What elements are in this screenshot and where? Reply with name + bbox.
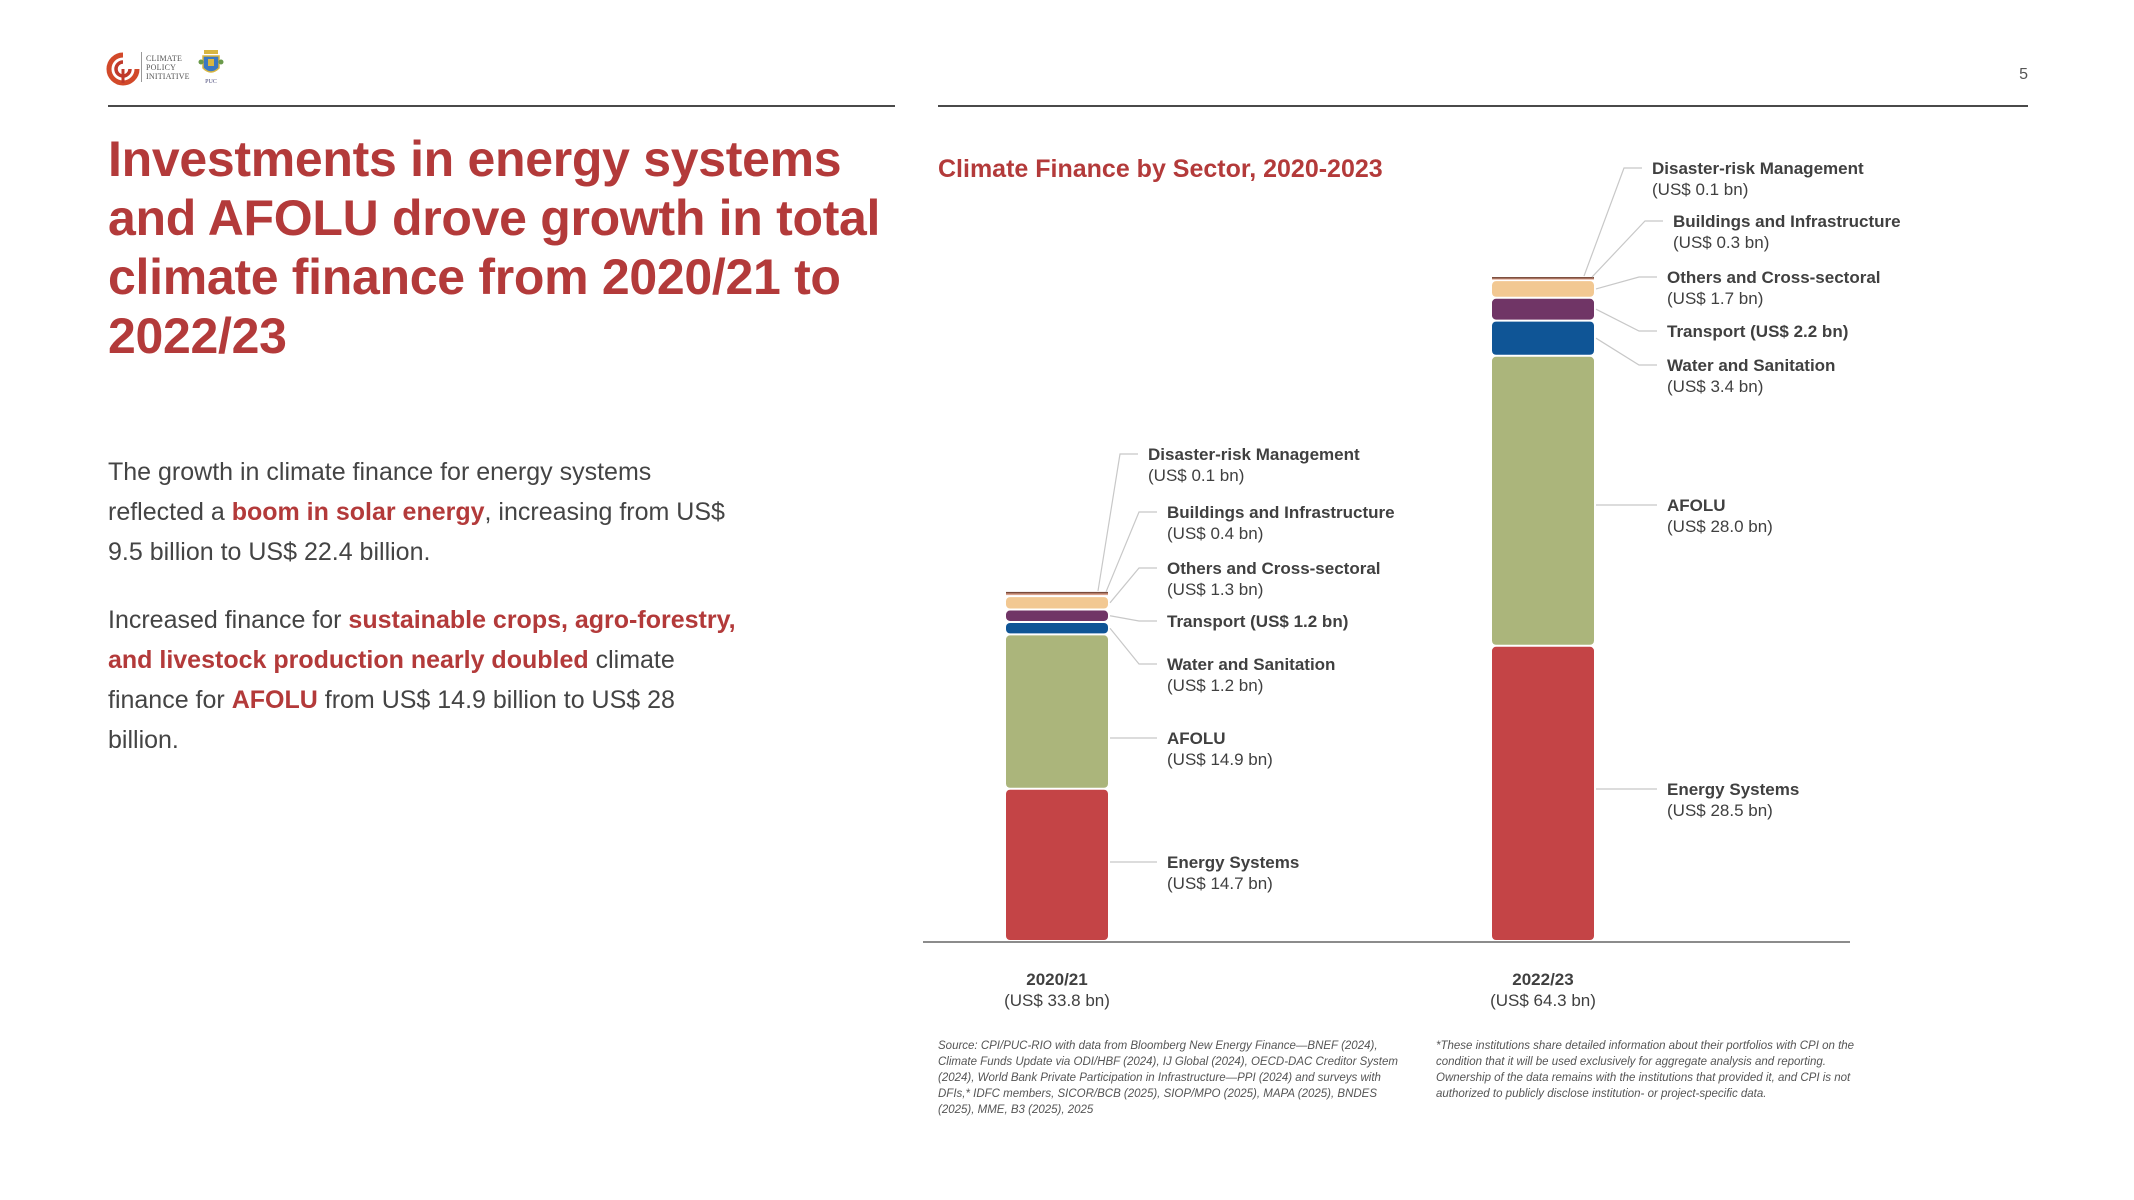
segment-value-label: (US$ 28.5 bn): [1667, 801, 1773, 820]
bar-segment-transport: [1006, 610, 1108, 621]
segment-label: Others and Cross-sectoral: [1167, 559, 1381, 578]
bar-segment-disaster-risk-management: [1492, 277, 1594, 279]
bar-segment-water-and-sanitation: [1492, 321, 1594, 355]
body-paragraph: Increased finance for sustainable crops,…: [108, 600, 748, 760]
segment-label: Transport (US$ 2.2 bn): [1667, 322, 1848, 341]
highlighted-text: AFOLU: [231, 686, 318, 714]
highlighted-text: sustainable crops, agro-forestry, and li…: [108, 606, 736, 674]
header-rule-left: [108, 105, 895, 107]
segment-value-label: (US$ 2.2 bn): [1750, 322, 1848, 341]
chart-title: Climate Finance by Sector, 2020-2023: [938, 155, 1383, 183]
segment-label: Water and Sanitation: [1667, 356, 1835, 375]
segment-value-label: (US$ 1.3 bn): [1167, 580, 1263, 599]
leader-line: [1109, 615, 1157, 622]
leader-line: [1591, 220, 1663, 278]
bar-segment-energy-systems: [1492, 646, 1594, 940]
segment-label: Buildings and Infrastructure: [1167, 503, 1395, 522]
stacked-bar-chart: 2020/21 (US$ 33.8 bn) 2022/23 (US$ 64.3 bn)…: [923, 159, 1901, 1010]
page-title: Investments in energy systems and AFOLU …: [108, 131, 881, 364]
bar-segment-others-and-cross-sectoral: [1006, 597, 1108, 609]
paragraph-text: The growth in climate finance for energy…: [108, 458, 652, 526]
segment-value-label: (US$ 0.3 bn): [1673, 233, 1769, 252]
source-footnote: Source: CPI/PUC-RIO with data from Bloom…: [938, 1040, 1398, 1116]
segment-label: Others and Cross-sectoral: [1667, 268, 1881, 287]
segment-value-label: (US$ 14.7 bn): [1167, 874, 1273, 893]
paragraph-text: Increased finance for: [108, 606, 349, 634]
segment-value-label: (US$ 0.4 bn): [1167, 524, 1263, 543]
x-tick-label: 2022/23: [1512, 970, 1573, 989]
paragraph-text: , increasing from US$ 9.5 billion to US$…: [108, 498, 725, 566]
puc-text: PUC: [205, 79, 217, 85]
paragraph-text: climate finance for: [108, 646, 675, 714]
logo-divider: [141, 52, 142, 82]
x-tick-total-label: (US$ 64.3 bn): [1490, 991, 1596, 1010]
bar-segment-buildings-and-infrastructure: [1006, 592, 1108, 596]
bar-segment-transport: [1492, 298, 1594, 320]
segment-label: Water and Sanitation: [1167, 655, 1335, 674]
disclaimer-footnote: *These institutions share detailed infor…: [1436, 1040, 1855, 1100]
highlighted-text: boom in solar energy: [231, 498, 485, 526]
bar-segment-disaster-risk-management: [1006, 591, 1108, 594]
segment-label: Disaster-risk Management: [1652, 159, 1864, 178]
puc-crest-icon: PUC: [198, 50, 224, 85]
x-tick-total-label: (US$ 33.8 bn): [1004, 991, 1110, 1010]
segment-label: AFOLU: [1667, 496, 1726, 515]
logo-line: CLIMATE: [146, 54, 183, 63]
bar-segment-afolu: [1492, 356, 1594, 645]
segment-label: Disaster-risk Management: [1148, 445, 1360, 464]
segment-label: AFOLU: [1167, 729, 1226, 748]
leader-line: [1105, 511, 1157, 593]
segment-label: Buildings and Infrastructure: [1673, 212, 1901, 231]
segment-value-label: (US$ 0.1 bn): [1148, 466, 1244, 485]
segment-value-label: (US$ 0.1 bn): [1652, 180, 1748, 199]
body-paragraph: The growth in climate finance for energy…: [108, 452, 748, 572]
bar-segment-buildings-and-infrastructure: [1492, 278, 1594, 280]
cpi-swirl-icon: [106, 52, 140, 86]
segment-value-label: (US$ 28.0 bn): [1667, 517, 1773, 536]
header-rule-right: [938, 105, 2028, 107]
segment-label: Energy Systems: [1667, 780, 1799, 799]
leader-line: [1109, 627, 1157, 665]
paragraph-text: from US$ 14.9 billion to US$ 28 billion.: [108, 686, 675, 754]
leader-line: [1097, 453, 1138, 592]
segment-value-label: (US$ 14.9 bn): [1167, 750, 1273, 769]
x-tick-label: 2020/21: [1026, 970, 1087, 989]
segment-label: Transport (US$ 1.2 bn): [1167, 612, 1348, 631]
segment-label: Energy Systems: [1167, 853, 1299, 872]
logo-org-name: CLIMATE POLICY INITIATIVE: [146, 54, 190, 81]
segment-value-label: (US$ 1.2 bn): [1250, 612, 1348, 631]
logo-line: POLICY: [146, 63, 177, 72]
segment-value-label: (US$ 3.4 bn): [1667, 377, 1763, 396]
leader-line: [1595, 276, 1657, 290]
bar-segment-energy-systems: [1006, 789, 1108, 940]
leader-line: [1595, 337, 1657, 366]
leader-line: [1595, 308, 1657, 332]
logo-line: INITIATIVE: [146, 72, 190, 81]
segment-value-label: (US$ 1.7 bn): [1667, 289, 1763, 308]
bar-segment-water-and-sanitation: [1006, 622, 1108, 634]
bar-segment-others-and-cross-sectoral: [1492, 281, 1594, 297]
page-number: 5: [2019, 66, 2028, 83]
bar-segment-afolu: [1006, 635, 1108, 788]
cpi-puc-logo: CLIMATE POLICY INITIATIVE PUC: [106, 46, 226, 90]
segment-value-label: (US$ 1.2 bn): [1167, 676, 1263, 695]
leader-line: [1109, 567, 1157, 604]
leader-line: [1583, 167, 1642, 277]
